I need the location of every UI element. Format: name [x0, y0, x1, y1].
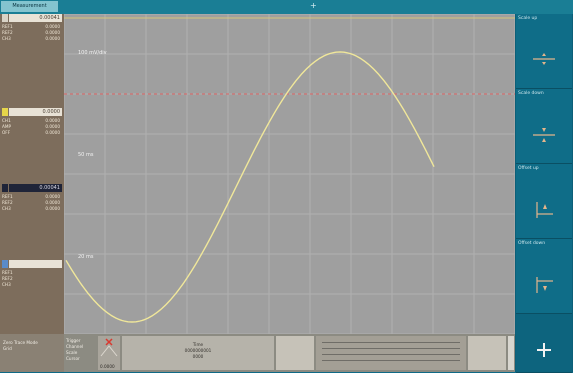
status-scrollbar[interactable] — [508, 336, 514, 370]
channel-value: 0.0000 — [9, 108, 62, 116]
status-line: Channel — [66, 344, 84, 349]
status-line: Trigger — [66, 338, 81, 343]
time-value: 0000000001 — [184, 348, 212, 353]
channel-row: OFF 0.0000 — [2, 130, 62, 136]
status-stripe — [322, 348, 460, 349]
channel-row: CH1 0.0000 — [2, 118, 62, 124]
channel-row-key: REF2 — [2, 200, 13, 205]
low-level-label: 20 ms — [78, 254, 94, 260]
marker-value: 0.0000 — [100, 364, 115, 369]
channel-value: 0.00041 — [9, 184, 62, 192]
top-center-marker: + — [310, 1, 317, 10]
waveform-display[interactable]: 100 mV/div 50 ms 20 ms — [64, 14, 515, 334]
scale-up-icon — [533, 53, 555, 65]
offset-up-icon — [536, 202, 553, 218]
channel-color-swatch — [2, 108, 8, 116]
mid-level-label: 50 ms — [78, 152, 94, 158]
channel-row-value: 0.0000 — [45, 24, 60, 29]
mode-tag[interactable]: Measurement — [1, 1, 58, 12]
channel-value: 0.00041 — [9, 14, 62, 22]
scale-down-button[interactable]: Scale down — [516, 89, 572, 164]
waveform-svg — [64, 14, 515, 334]
channel-row: CH3 0.0000 — [2, 206, 62, 212]
time-label: Time — [192, 342, 204, 347]
channel-panel: 0.00041 REF1 0.0000 REF2 0.0000 CH3 0.0000 … — [0, 14, 64, 372]
bottom-left-panel: Zero Trace Mode Grid — [0, 334, 64, 372]
channel-row-value: 0.0000 — [45, 30, 60, 35]
waveform-trace — [65, 51, 435, 323]
channel-color-swatch — [2, 260, 8, 268]
marker-widget[interactable]: 0.0000 — [98, 336, 120, 370]
channel-row-value: 0.0000 — [45, 200, 60, 205]
bottom-left-line: Grid — [3, 346, 12, 351]
channel-row-key: CH3 — [2, 206, 11, 211]
status-cell-2[interactable] — [316, 336, 466, 370]
channel-row-key: REF2 — [2, 30, 13, 35]
add-button[interactable] — [516, 314, 572, 373]
channel-row-key: CH3 — [2, 36, 11, 41]
offset-down-button[interactable]: Offset down — [516, 239, 572, 314]
channel-row: REF2 0.0000 — [2, 200, 62, 206]
channel-row: CH3 — [2, 282, 62, 288]
grid-lines — [64, 14, 515, 334]
channel-header: 0.00041 — [2, 184, 62, 192]
status-cell-1[interactable] — [276, 336, 314, 370]
channel-row: REF1 0.0000 — [2, 194, 62, 200]
channel-value — [9, 260, 62, 268]
channel-color-swatch — [2, 14, 8, 22]
channel-row-key: REF1 — [2, 24, 13, 29]
bottom-left-line: Zero Trace Mode — [3, 340, 38, 345]
channel-color-swatch — [2, 184, 8, 192]
channel-row-key: CH3 — [2, 282, 11, 287]
status-stripe — [322, 354, 460, 355]
status-stripe — [322, 342, 460, 343]
channel-row-key: REF2 — [2, 276, 13, 281]
offset-up-button[interactable]: Offset up — [516, 164, 572, 239]
channel-row-value: 0.0000 — [45, 130, 60, 135]
channel-row: CH3 0.0000 — [2, 36, 62, 42]
channel-row-key: REF1 — [2, 270, 13, 275]
channel-header: 0.00041 — [2, 14, 62, 22]
channel-row: REF2 — [2, 276, 62, 282]
plus-icon — [537, 343, 551, 357]
title-bar: Measurement + — [0, 0, 573, 14]
channel-row: AMP 0.0000 — [2, 124, 62, 130]
softkey-label: Offset up — [518, 166, 539, 171]
scale-down-icon — [533, 128, 555, 142]
softkey-label: Offset down — [518, 241, 546, 246]
time-readout[interactable]: Time 0000000001 0000 — [122, 336, 274, 370]
channel-row-key: CH1 — [2, 118, 11, 123]
channel-row-value: 0.0000 — [45, 206, 60, 211]
softkey-label: Scale down — [518, 91, 544, 96]
channel-header — [2, 260, 62, 268]
channel-row-key: OFF — [2, 130, 11, 135]
status-line: Scale — [66, 350, 78, 355]
status-bar: Trigger Channel Scale Cursor 0.0000 Time… — [64, 334, 515, 372]
time-sub: 0000 — [192, 354, 204, 359]
top-level-label: 100 mV/div — [78, 50, 107, 56]
channel-row-value: 0.0000 — [45, 124, 60, 129]
channel-row: REF1 0.0000 — [2, 24, 62, 30]
channel-row-value: 0.0000 — [45, 36, 60, 41]
softkey-panel: Scale up Scale down Offset up Offset dow… — [515, 14, 573, 373]
status-line: Cursor — [66, 356, 80, 361]
channel-row-key: REF1 — [2, 194, 13, 199]
channel-row-value: 0.0000 — [45, 194, 60, 199]
softkey-label: Scale up — [518, 16, 538, 21]
status-stripe — [322, 360, 460, 361]
scale-up-button[interactable]: Scale up — [516, 14, 572, 89]
channel-row-value: 0.0000 — [45, 118, 60, 123]
channel-row-key: AMP — [2, 124, 12, 129]
status-cell-3[interactable] — [468, 336, 506, 370]
channel-row: REF2 0.0000 — [2, 30, 62, 36]
channel-row: REF1 — [2, 270, 62, 276]
close-icon — [100, 338, 118, 357]
offset-down-icon — [536, 277, 553, 293]
channel-header: 0.0000 — [2, 108, 62, 116]
